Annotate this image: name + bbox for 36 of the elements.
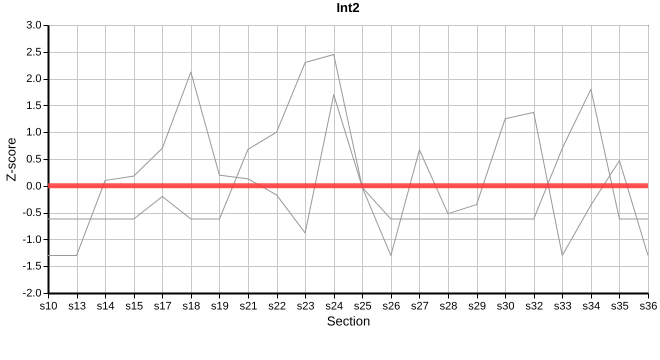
x-tick-label: s33 — [554, 300, 572, 312]
y-axis-title: Z-score — [4, 137, 19, 182]
y-tick-label: 1.5 — [26, 100, 42, 112]
x-tick-label: s28 — [440, 300, 458, 312]
x-tick-label: s34 — [582, 300, 600, 312]
x-tick-label: s22 — [268, 300, 286, 312]
x-tick-label: s19 — [211, 300, 229, 312]
x-tick-label: s35 — [611, 300, 629, 312]
x-tick-label: s36 — [640, 300, 658, 312]
x-tick-label: s26 — [382, 300, 400, 312]
y-tick-label: -2.0 — [22, 288, 42, 300]
y-tick-label: 2.0 — [26, 73, 42, 86]
y-tick-label: 2.5 — [26, 46, 42, 58]
x-tick-label: s32 — [525, 300, 544, 312]
x-tick-label: s24 — [325, 300, 344, 312]
y-tick-label: 3.0 — [26, 20, 42, 32]
chart-title: Int2 — [336, 0, 360, 15]
y-tick-label: 1.0 — [26, 126, 42, 139]
y-tick-label: -1.5 — [22, 260, 42, 273]
y-tick-label: 0.5 — [26, 154, 42, 166]
x-tick-label: s29 — [468, 300, 486, 312]
x-tick-label: s14 — [96, 300, 115, 312]
x-tick-label: s21 — [240, 300, 258, 312]
x-tick-label: s10 — [40, 300, 58, 312]
y-tick-label: -0.5 — [22, 207, 42, 220]
x-tick-label: s23 — [296, 300, 315, 312]
x-tick-label: s15 — [125, 300, 144, 312]
x-tick-label: s30 — [496, 300, 515, 312]
x-axis-title: Section — [326, 314, 370, 328]
x-tick-label: s17 — [154, 300, 172, 312]
x-tick-label: s18 — [182, 300, 200, 312]
x-tick-label: s25 — [354, 300, 372, 312]
y-tick-label: 0.0 — [26, 180, 42, 192]
x-tick-label: s27 — [411, 300, 429, 312]
x-tick-label: s13 — [68, 300, 86, 312]
y-tick-label: -1.0 — [22, 234, 42, 246]
